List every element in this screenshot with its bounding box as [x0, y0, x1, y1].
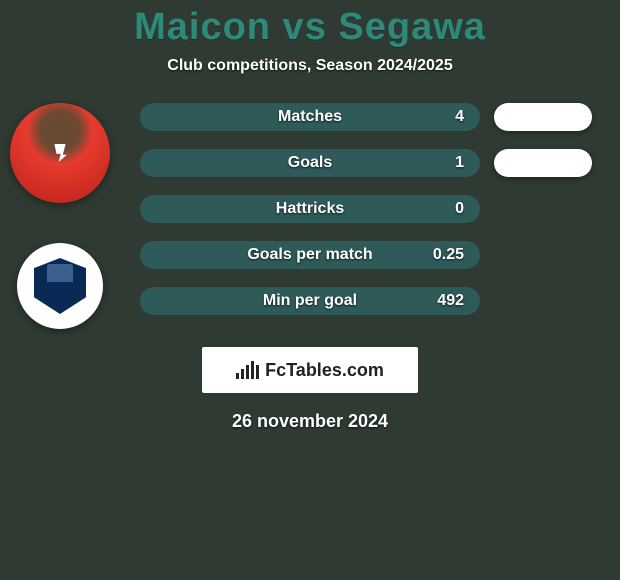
metric-value: 0 — [455, 200, 464, 218]
page-title: Maicon vs Segawa — [134, 6, 486, 49]
metric-pill: Min per goal 492 — [140, 287, 480, 315]
comparison-chart: Matches 4 Goals 1 Hattricks 0 Goals per match 0… — [0, 103, 620, 315]
metric-label: Goals per match — [247, 246, 372, 264]
metric-value: 4 — [455, 108, 464, 126]
metric-label: Goals — [288, 154, 332, 172]
comparison-rows: Matches 4 Goals 1 Hattricks 0 Goals per match 0… — [140, 103, 600, 315]
player-avatar — [10, 103, 110, 203]
branding-box: FcTables.com — [202, 347, 418, 393]
metric-value: 492 — [437, 292, 464, 310]
bar-icon-bar — [236, 373, 239, 379]
metric-label: Matches — [278, 108, 342, 126]
bar-chart-icon — [236, 361, 259, 379]
club-avatar — [17, 243, 103, 329]
bar-icon-bar — [256, 365, 259, 379]
comparison-row: Goals per match 0.25 — [140, 241, 600, 269]
metric-label: Min per goal — [263, 292, 357, 310]
opponent-blob — [494, 103, 592, 131]
bar-icon-bar — [241, 369, 244, 379]
metric-pill: Goals 1 — [140, 149, 480, 177]
metric-value: 0.25 — [433, 246, 464, 264]
metric-value: 1 — [455, 154, 464, 172]
metric-pill: Matches 4 — [140, 103, 480, 131]
comparison-row: Hattricks 0 — [140, 195, 600, 223]
metric-label: Hattricks — [276, 200, 344, 218]
comparison-row: Goals 1 — [140, 149, 600, 177]
metric-pill: Goals per match 0.25 — [140, 241, 480, 269]
club-crest-icon — [34, 258, 86, 314]
avatar-column — [10, 103, 110, 329]
opponent-blob — [494, 149, 592, 177]
page-root: Maicon vs Segawa Club competitions, Seas… — [0, 0, 620, 580]
footer-date: 26 november 2024 — [232, 411, 388, 432]
comparison-row: Min per goal 492 — [140, 287, 600, 315]
page-subtitle: Club competitions, Season 2024/2025 — [167, 57, 452, 75]
comparison-row: Matches 4 — [140, 103, 600, 131]
bar-icon-bar — [251, 361, 254, 379]
metric-pill: Hattricks 0 — [140, 195, 480, 223]
branding-text: FcTables.com — [265, 360, 384, 381]
bar-icon-bar — [246, 365, 249, 379]
